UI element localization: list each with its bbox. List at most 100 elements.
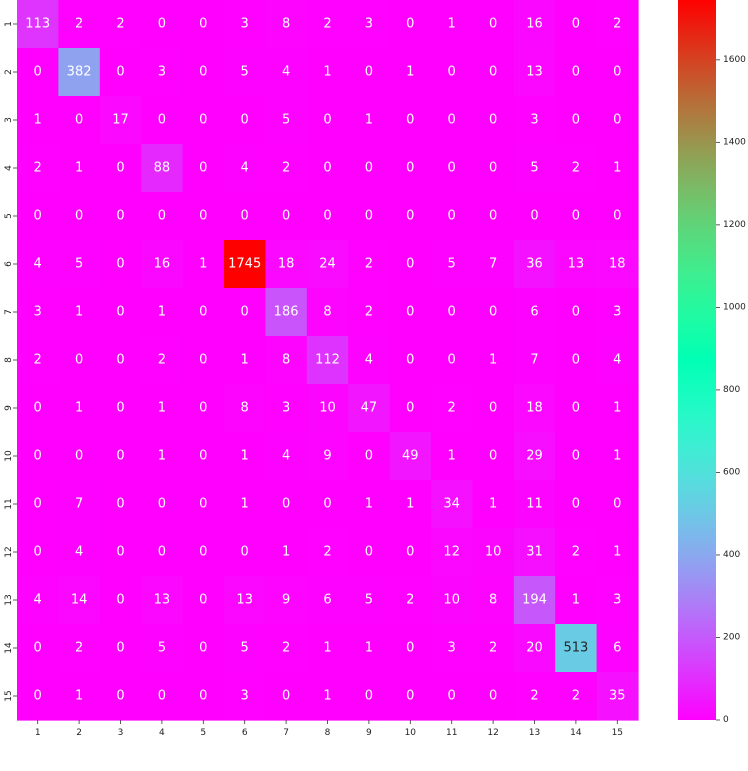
heatmap-cell [224, 480, 266, 529]
heatmap-cell [389, 384, 432, 433]
cell-value-label: 0 [199, 593, 207, 608]
cell-value-label: 0 [365, 689, 373, 704]
heatmap-cell [182, 48, 225, 97]
heatmap-cell [141, 48, 184, 97]
heatmap-cell [17, 528, 59, 577]
cell-value-label: 4 [613, 353, 621, 368]
cell-value-label: 0 [34, 209, 42, 224]
cell-value-label: 0 [489, 689, 497, 704]
y-tick-label: 10 [4, 450, 14, 462]
cell-value-label: 0 [282, 209, 290, 224]
cell-value-label: 0 [489, 401, 497, 416]
cell-value-label: 0 [365, 449, 373, 464]
heatmap-cell [348, 384, 391, 433]
cell-value-label: 2 [282, 161, 290, 176]
cell-value-label: 0 [75, 353, 83, 368]
x-axis-ticks: 1 2 3 4 5 6 7 8 9 10 11 12 13 14 15 [35, 720, 623, 738]
cell-value-label: 0 [365, 161, 373, 176]
heatmap-cell [224, 0, 266, 49]
y-tick-label: 9 [4, 405, 14, 411]
heatmap-cells [17, 0, 639, 721]
cell-value-label: 8 [282, 353, 290, 368]
x-tick-label: 2 [76, 728, 82, 738]
heatmap-cell [513, 384, 556, 433]
heatmap-cell [17, 480, 59, 529]
heatmap-cell [596, 480, 639, 529]
heatmap-cell [17, 288, 59, 337]
heatmap-cell [389, 624, 432, 673]
y-tick-label: 11 [4, 498, 14, 509]
x-tick-label: 3 [118, 728, 124, 738]
cell-value-label: 0 [158, 689, 166, 704]
cell-value-label: 0 [116, 401, 124, 416]
heatmap-cell [472, 96, 515, 145]
cell-value-label: 0 [448, 161, 456, 176]
cell-value-label: 5 [241, 641, 249, 656]
cell-value-label: 16 [154, 257, 171, 272]
heatmap-cell [472, 48, 515, 97]
colorbar-tick-label: 1000 [723, 302, 746, 312]
heatmap-cell [472, 336, 515, 385]
heatmap-cell [348, 336, 391, 385]
heatmap-cell [513, 288, 556, 337]
heatmap-cell [17, 240, 59, 289]
heatmap-cell [431, 144, 473, 193]
heatmap-cell [224, 672, 266, 721]
heatmap-cell [555, 144, 598, 193]
heatmap-cell [431, 480, 473, 529]
heatmap-cell [306, 624, 349, 673]
cell-value-label: 2 [489, 641, 497, 656]
heatmap-cell [596, 96, 639, 145]
cell-value-label: 0 [406, 641, 414, 656]
heatmap-cell [306, 288, 349, 337]
heatmap-cell [348, 288, 391, 337]
heatmap-cell [265, 288, 308, 337]
heatmap-cell [596, 384, 639, 433]
cell-value-label: 7 [530, 353, 538, 368]
heatmap-cell [348, 624, 391, 673]
cell-value-label: 88 [154, 161, 171, 176]
cell-value-label: 2 [613, 17, 621, 32]
cell-value-label: 35 [609, 689, 626, 704]
heatmap-cell [472, 288, 515, 337]
heatmap-cell [596, 48, 639, 97]
heatmap-cell [224, 240, 266, 289]
heatmap-cell [389, 480, 432, 529]
cell-value-label: 5 [241, 65, 249, 80]
cell-value-label: 8 [489, 593, 497, 608]
heatmap-cell [596, 336, 639, 385]
heatmap-cell [17, 144, 59, 193]
cell-value-label: 16 [526, 17, 543, 32]
heatmap-cell [99, 624, 142, 673]
heatmap-cell [555, 576, 598, 625]
heatmap-cell [17, 192, 59, 241]
cell-value-label: 13 [568, 257, 585, 272]
heatmap-cell [431, 240, 473, 289]
cell-value-label: 0 [116, 641, 124, 656]
cell-value-label: 382 [67, 65, 92, 80]
cell-value-label: 0 [199, 401, 207, 416]
colorbar-tick-label: 1200 [723, 220, 746, 230]
heatmap-cell [348, 240, 391, 289]
cell-value-label: 1 [489, 353, 497, 368]
heatmap-cell [555, 0, 598, 49]
heatmap-cell [99, 0, 142, 49]
heatmap-cell [141, 0, 184, 49]
heatmap-cell [265, 240, 308, 289]
heatmap-cell [224, 336, 266, 385]
heatmap-cell [596, 624, 639, 673]
heatmap-cell [389, 528, 432, 577]
cell-value-label: 0 [34, 65, 42, 80]
cell-value-label: 1 [323, 689, 331, 704]
cell-value-label: 3 [241, 17, 249, 32]
heatmap-cell [17, 672, 59, 721]
heatmap-cell [348, 432, 391, 481]
heatmap-cell [555, 672, 598, 721]
cell-value-label: 0 [613, 497, 621, 512]
cell-value-label: 0 [199, 449, 207, 464]
cell-value-label: 0 [448, 353, 456, 368]
heatmap-cell [182, 480, 225, 529]
heatmap-cell [265, 480, 308, 529]
heatmap-cell [99, 384, 142, 433]
